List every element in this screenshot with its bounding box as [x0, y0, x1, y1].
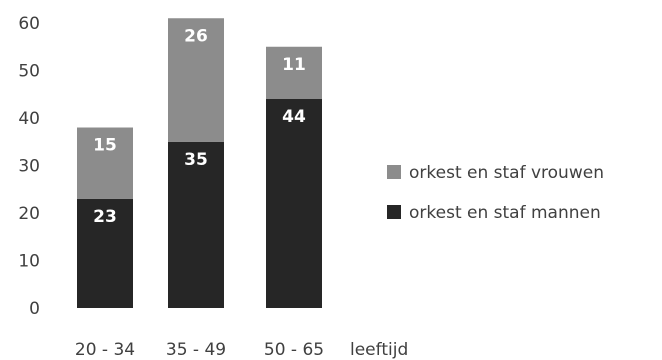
x-tick-label: 35 - 49	[166, 340, 226, 360]
legend-swatch	[387, 165, 401, 179]
y-tick-label: 0	[29, 299, 40, 319]
legend-label: orkest en staf mannen	[409, 203, 601, 223]
legend: orkest en staf vrouwen orkest en staf man…	[387, 163, 604, 223]
data-label: 23	[93, 207, 117, 227]
y-tick-label: 20	[18, 204, 40, 224]
data-label: 35	[184, 150, 208, 170]
data-label: 44	[282, 107, 306, 127]
bars: 23 15 35 26 44 11	[77, 18, 322, 308]
y-tick-label: 50	[18, 62, 40, 82]
y-tick-label: 10	[18, 252, 40, 272]
x-axis-title: leeftijd	[350, 340, 408, 360]
y-tick-label: 40	[18, 109, 40, 129]
y-tick-label: 30	[18, 157, 40, 177]
y-axis: 0 10 20 30 40 50 60	[18, 14, 40, 319]
legend-swatch	[387, 205, 401, 219]
data-label: 11	[282, 55, 306, 75]
x-tick-label: 20 - 34	[75, 340, 135, 360]
legend-label: orkest en staf vrouwen	[409, 163, 604, 183]
y-tick-label: 60	[18, 14, 40, 34]
data-label: 26	[184, 26, 208, 46]
bar-segment-mannen	[266, 99, 322, 308]
data-label: 15	[93, 136, 117, 156]
x-axis: leeftijd 20 - 34 35 - 49 50 - 65	[75, 340, 408, 360]
x-tick-label: 50 - 65	[264, 340, 324, 360]
